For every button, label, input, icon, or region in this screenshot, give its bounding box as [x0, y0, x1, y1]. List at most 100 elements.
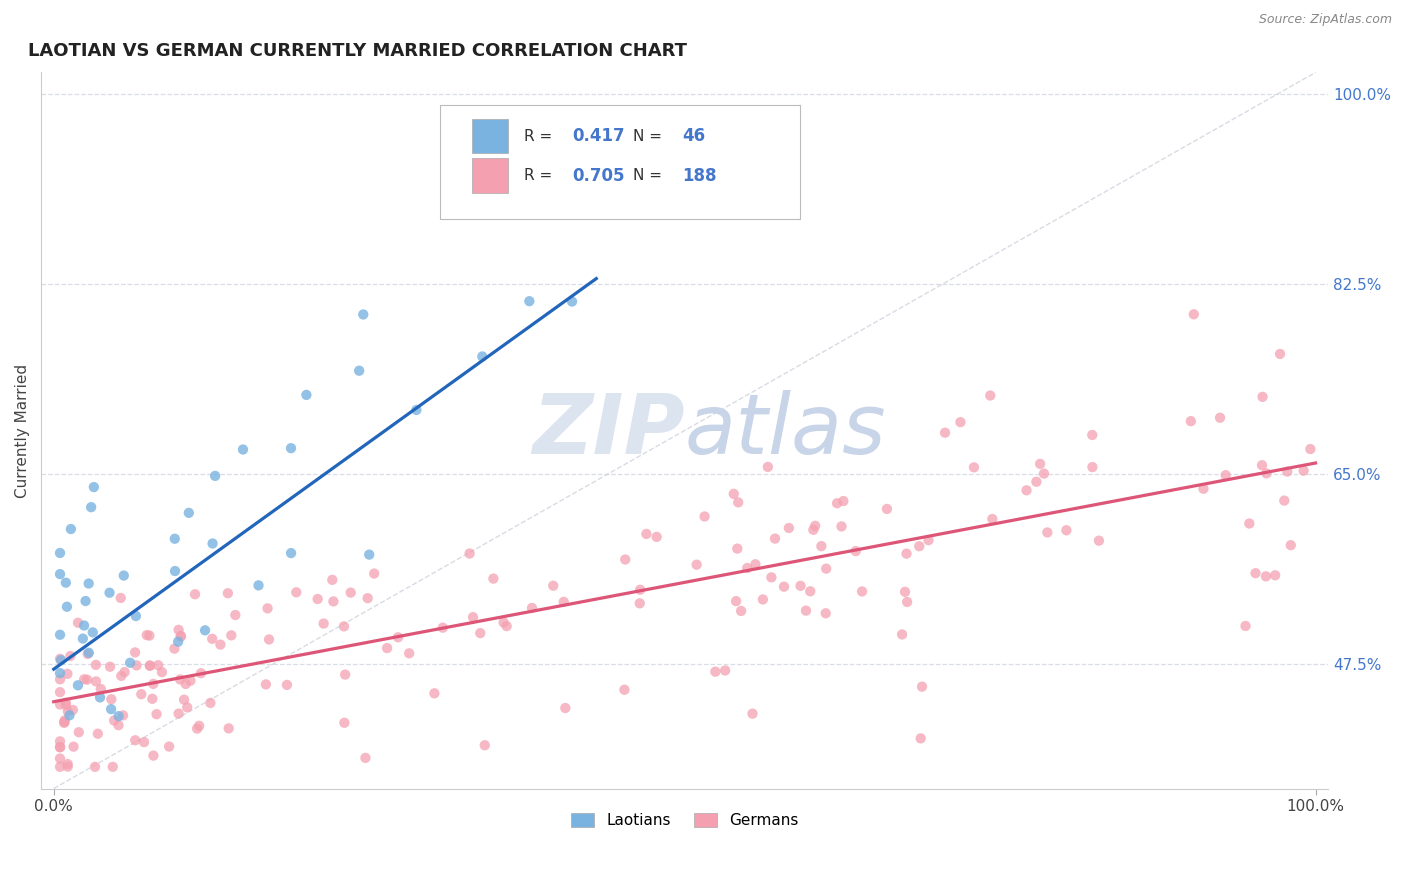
Point: [1029, 457, 1052, 471]
Point: [53, 715, 76, 730]
Legend: Laotians, Germans: Laotians, Germans: [565, 807, 804, 835]
Point: [778, 521, 800, 535]
FancyBboxPatch shape: [472, 119, 509, 153]
Point: [704, 665, 727, 679]
Point: [1234, 619, 1257, 633]
Point: [53, 714, 76, 729]
Point: [174, 677, 197, 691]
Point: [730, 604, 752, 618]
Point: [257, 632, 280, 647]
Point: [614, 552, 637, 566]
Point: [66, 615, 89, 630]
Point: [53, 714, 76, 728]
Point: [89, 690, 111, 705]
Point: [110, 591, 132, 605]
Point: [232, 442, 254, 457]
Point: [62, 739, 84, 754]
Point: [125, 609, 148, 624]
Point: [517, 294, 540, 309]
Point: [62, 703, 84, 717]
Point: [75, 594, 97, 608]
Point: [541, 579, 564, 593]
Point: [150, 665, 173, 680]
Point: [1088, 533, 1111, 548]
Point: [339, 585, 361, 599]
Point: [112, 568, 135, 582]
Point: [1244, 566, 1267, 581]
Point: [56, 759, 79, 773]
Point: [333, 715, 356, 730]
Point: [186, 722, 208, 736]
Point: [810, 539, 832, 553]
Text: atlas: atlas: [685, 390, 886, 471]
Point: [458, 547, 481, 561]
Point: [112, 708, 135, 723]
Point: [1256, 467, 1278, 481]
Point: [254, 677, 277, 691]
Point: [1036, 525, 1059, 540]
Point: [49, 740, 72, 755]
Point: [256, 601, 278, 615]
Point: [375, 641, 398, 656]
Text: 0.417: 0.417: [572, 128, 626, 145]
Point: [804, 518, 827, 533]
Point: [896, 547, 918, 561]
Text: LAOTIAN VS GERMAN CURRENTLY MARRIED CORRELATION CHART: LAOTIAN VS GERMAN CURRENTLY MARRIED CORR…: [28, 42, 688, 60]
Point: [59, 648, 82, 663]
Text: ZIP: ZIP: [531, 390, 685, 471]
Point: [471, 350, 494, 364]
Point: [896, 595, 918, 609]
Point: [554, 701, 576, 715]
Point: [157, 739, 180, 754]
Point: [432, 621, 454, 635]
Point: [59, 522, 82, 536]
Point: [129, 687, 152, 701]
Point: [979, 388, 1001, 402]
Point: [908, 539, 931, 553]
Point: [693, 509, 716, 524]
Point: [73, 672, 96, 686]
Point: [146, 658, 169, 673]
Point: [741, 706, 763, 721]
Point: [1033, 467, 1056, 481]
Point: [177, 506, 200, 520]
Point: [761, 570, 783, 584]
Point: [520, 601, 543, 615]
Point: [49, 685, 72, 699]
Point: [179, 673, 201, 688]
Point: [66, 678, 89, 692]
Point: [354, 751, 377, 765]
Point: [56, 599, 79, 614]
Point: [135, 628, 157, 642]
Point: [894, 584, 917, 599]
Point: [163, 532, 186, 546]
Point: [917, 533, 939, 548]
Point: [141, 691, 163, 706]
Point: [124, 645, 146, 659]
Point: [110, 669, 132, 683]
Point: [1264, 568, 1286, 582]
Point: [55, 696, 77, 710]
Point: [321, 573, 343, 587]
Point: [77, 646, 100, 660]
Point: [167, 634, 190, 648]
Point: [1239, 516, 1261, 531]
FancyBboxPatch shape: [440, 104, 800, 219]
Point: [645, 530, 668, 544]
Point: [49, 751, 72, 765]
Point: [981, 512, 1004, 526]
Point: [201, 632, 224, 646]
Text: 0.705: 0.705: [572, 167, 626, 185]
Point: [49, 760, 72, 774]
Point: [561, 294, 583, 309]
Point: [495, 619, 517, 633]
Point: [891, 627, 914, 641]
FancyBboxPatch shape: [472, 159, 509, 193]
Point: [752, 592, 775, 607]
Point: [163, 641, 186, 656]
Point: [67, 725, 90, 739]
Point: [247, 578, 270, 592]
Point: [636, 527, 658, 541]
Point: [76, 673, 98, 687]
Point: [1209, 410, 1232, 425]
